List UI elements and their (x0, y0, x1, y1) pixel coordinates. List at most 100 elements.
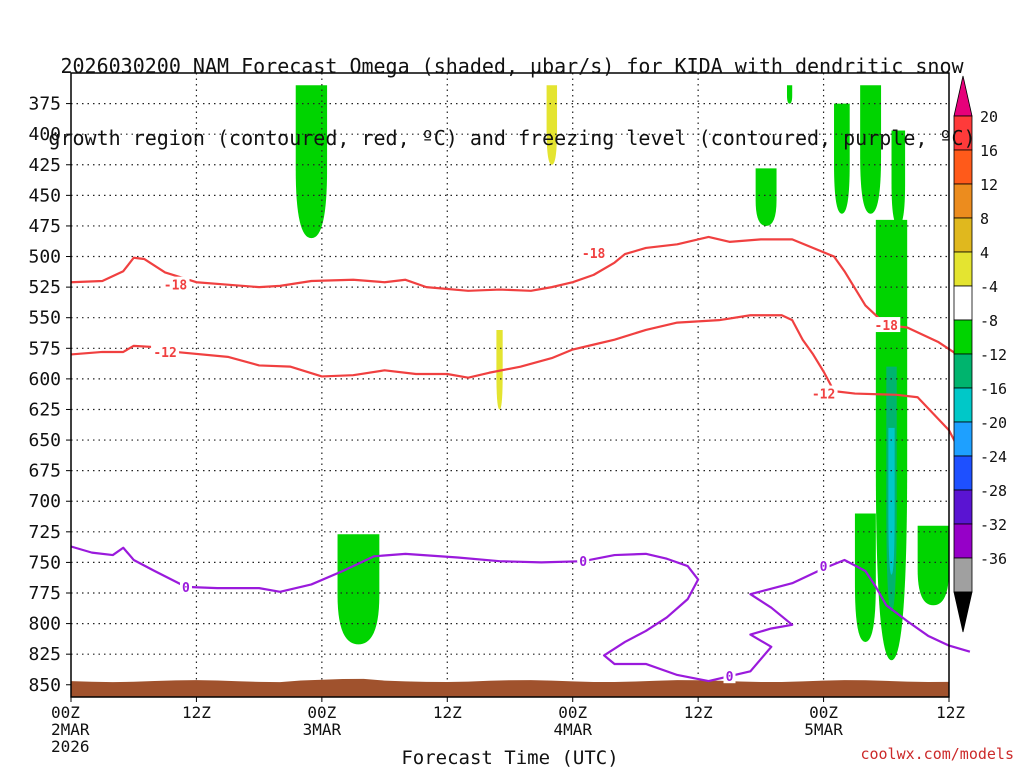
title-line-2: growth region (contoured, red, ºC) and f… (48, 126, 976, 150)
colorbar-label: 20 (980, 108, 998, 126)
y-tick-label: 825 (28, 644, 61, 665)
chart-title: 2026030200 NAM Forecast Omega (shaded, μ… (0, 6, 1024, 174)
omega-region-8 (860, 85, 882, 214)
x-tick-label: 5MAR (804, 720, 843, 739)
omega-region-7 (834, 103, 850, 214)
contour-label-bg (151, 343, 180, 359)
contour-label-bg (809, 385, 838, 401)
colorbar-label: 16 (980, 142, 998, 160)
x-tick-label: 2026 (51, 737, 90, 756)
colorbar-label: -16 (980, 380, 1007, 398)
colorbar-label: -4 (980, 278, 998, 296)
colorbar-swatch (953, 217, 973, 253)
contour-label: 0 (182, 581, 190, 596)
colorbar-label: -12 (980, 346, 1007, 364)
omega-shading (295, 85, 949, 661)
omega-region-13 (854, 513, 876, 642)
colorbar-label: -24 (980, 448, 1007, 466)
contour-label: -18 (582, 247, 606, 262)
terrain-fill (71, 678, 949, 697)
contour-freezing (70, 545, 971, 683)
x-tick-label: 12Z (684, 703, 713, 722)
y-tick-label: 725 (28, 522, 61, 543)
contour-label-bg (872, 317, 901, 333)
colorbar-label: -28 (980, 482, 1007, 500)
colorbar-label: 8 (980, 210, 989, 228)
y-tick-label: 475 (28, 216, 61, 237)
contour-label: -18 (164, 279, 188, 294)
credit-text: coolwx.com/models (860, 745, 1014, 763)
contour-label-bg (179, 578, 192, 594)
omega-region-6 (786, 85, 793, 104)
omega-region-5 (755, 168, 777, 226)
colorbar-swatch (953, 557, 973, 593)
y-tick-label: 575 (28, 338, 61, 359)
contour-label-bg (161, 276, 190, 292)
contour-label-bg (577, 553, 590, 569)
colorbar-swatch (953, 421, 973, 457)
colorbar-swatch (953, 285, 973, 321)
colorbar-label: -36 (980, 550, 1007, 568)
colorbar-label: 4 (980, 244, 989, 262)
title-line-1: 2026030200 NAM Forecast Omega (shaded, μ… (60, 54, 964, 78)
plot-frame (70, 72, 950, 698)
colorbar-bottom-arrow (953, 591, 973, 633)
colorbar-swatch (953, 251, 973, 287)
grid-lines (71, 73, 949, 697)
contour-snow-upper (70, 235, 971, 364)
y-tick-label: 375 (28, 94, 61, 115)
contour-label: -18 (875, 319, 899, 334)
omega-region-2 (546, 85, 558, 165)
omega-region-9 (891, 130, 906, 226)
y-axis: 375 400 425 450 475 500 525 550 575 600 625 650 675 7… (28, 94, 71, 696)
y-tick-label: 625 (28, 399, 61, 420)
contour-label: 0 (820, 560, 828, 575)
colorbar-swatch (953, 319, 973, 355)
omega-region-4 (337, 534, 380, 645)
contour-label: 0 (579, 555, 587, 570)
colorbar-label: -20 (980, 414, 1007, 432)
x-axis-label: Forecast Time (UTC) (401, 747, 618, 768)
y-tick-label: 800 (28, 614, 61, 635)
y-tick-label: 400 (28, 124, 61, 145)
y-tick-label: 650 (28, 430, 61, 451)
colorbar-swatch (953, 387, 973, 423)
colorbar-swatch (953, 455, 973, 491)
x-tick-label: 00Z (558, 703, 587, 722)
x-tick-label: 00Z (51, 703, 80, 722)
x-tick-label: 00Z (809, 703, 838, 722)
y-tick-label: 850 (28, 675, 61, 696)
colorbar-label: -8 (980, 312, 998, 330)
x-tick-label: 00Z (307, 703, 336, 722)
y-tick-label: 700 (28, 491, 61, 512)
contour-label: 0 (726, 670, 734, 685)
x-tick-label: 2MAR (51, 720, 90, 739)
x-tick-label: 12Z (182, 703, 211, 722)
contour-label: -12 (153, 346, 176, 361)
y-tick-label: 500 (28, 247, 61, 268)
colorbar-label: -32 (980, 516, 1007, 534)
colorbar: 20 16 12 8 4 -4 -8 -12 -16 -20 -24 -28 -32 -36 (953, 75, 1007, 633)
terrain (71, 678, 949, 697)
x-tick-label: 12Z (433, 703, 462, 722)
colorbar-swatch (953, 523, 973, 559)
x-tick-label: 3MAR (303, 720, 342, 739)
colorbar-swatch (953, 183, 973, 219)
colorbar-swatch (953, 489, 973, 525)
contour-snow-lower (70, 314, 971, 472)
contour-label-bg (817, 558, 830, 574)
x-tick-label: 12Z (936, 703, 965, 722)
y-tick-label: 750 (28, 552, 61, 573)
y-tick-label: 450 (28, 185, 61, 206)
y-tick-label: 425 (28, 155, 61, 176)
colorbar-swatch (953, 353, 973, 389)
y-tick-label: 600 (28, 369, 61, 390)
y-tick-label: 550 (28, 308, 61, 329)
contour-label-bg (579, 244, 608, 260)
contour-label-bg (723, 668, 736, 684)
y-tick-label: 675 (28, 461, 61, 482)
omega-region-14 (917, 525, 949, 606)
omega-region-1 (295, 85, 328, 239)
